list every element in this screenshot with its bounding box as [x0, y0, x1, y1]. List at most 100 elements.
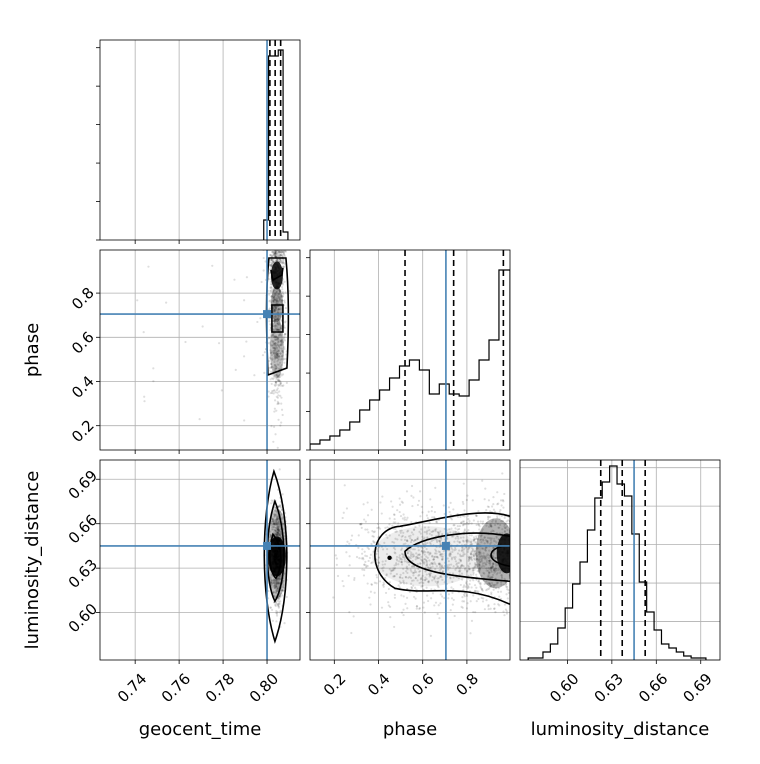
- sample-point: [283, 301, 286, 304]
- sample-point: [273, 368, 276, 371]
- sample-point: [271, 258, 274, 261]
- sample-point: [272, 287, 275, 290]
- sample-point: [275, 282, 278, 285]
- sample-point: [499, 509, 502, 512]
- sample-point: [277, 586, 280, 589]
- sample-point: [272, 580, 275, 583]
- sample-point: [277, 558, 281, 561]
- sample-point: [277, 518, 280, 521]
- sample-point: [486, 553, 489, 556]
- sample-point: [363, 550, 366, 553]
- sample-point: [423, 558, 426, 561]
- sample-point: [469, 579, 472, 582]
- sample-point: [276, 250, 279, 253]
- sample-point: [275, 523, 278, 527]
- sample-point: [399, 557, 402, 560]
- sample-point: [273, 570, 276, 573]
- sample-point: [486, 582, 489, 585]
- sample-point: [461, 564, 464, 567]
- sample-point: [273, 542, 276, 545]
- sample-point: [410, 551, 413, 554]
- sample-point: [399, 558, 402, 561]
- sample-point: [283, 531, 286, 534]
- sample-point: [143, 395, 146, 398]
- sample-point: [465, 594, 469, 597]
- sample-point: [274, 509, 277, 512]
- sample-point: [273, 538, 276, 541]
- sample-point: [277, 528, 280, 531]
- sample-point: [442, 550, 445, 553]
- sample-point: [422, 581, 425, 585]
- sample-point: [497, 556, 501, 559]
- sample-point: [273, 549, 276, 552]
- sample-point: [490, 525, 493, 528]
- contour-line: [404, 532, 510, 583]
- sample-point: [281, 522, 284, 525]
- sample-point: [437, 562, 440, 565]
- sample-point: [280, 341, 283, 345]
- sample-point: [280, 253, 283, 256]
- sample-point: [276, 488, 280, 491]
- sample-point: [270, 344, 273, 347]
- sample-point: [501, 499, 505, 502]
- sample-point: [400, 594, 403, 597]
- sample-point: [279, 270, 282, 273]
- sample-point: [280, 347, 283, 350]
- sample-point: [279, 577, 282, 580]
- sample-point: [272, 334, 276, 337]
- sample-point: [480, 534, 483, 537]
- sample-point: [275, 519, 278, 522]
- sample-point: [375, 582, 378, 585]
- sample-point: [505, 525, 508, 528]
- sample-point: [495, 535, 498, 538]
- sample-point: [466, 570, 469, 573]
- sample-point: [427, 551, 430, 554]
- sample-point: [278, 268, 281, 271]
- sample-point: [491, 576, 494, 579]
- sample-point: [280, 354, 283, 358]
- sample-point: [427, 573, 431, 576]
- sample-point: [267, 390, 270, 393]
- sample-point: [272, 310, 275, 314]
- sample-point: [488, 559, 492, 562]
- sample-point: [392, 575, 395, 578]
- sample-point: [398, 497, 401, 500]
- sample-point: [275, 585, 278, 588]
- sample-point: [274, 342, 277, 345]
- sample-point: [276, 566, 280, 569]
- sample-point: [481, 522, 484, 525]
- sample-point: [487, 499, 491, 502]
- sample-point: [435, 555, 438, 558]
- sample-point: [274, 391, 277, 394]
- sample-point: [270, 264, 273, 268]
- sample-point: [495, 541, 498, 544]
- sample-point: [391, 540, 394, 544]
- sample-point: [450, 546, 453, 550]
- sample-point: [274, 531, 277, 534]
- sample-point: [481, 600, 485, 603]
- sample-point: [220, 389, 223, 392]
- sample-point: [490, 593, 493, 596]
- sample-point: [275, 409, 278, 412]
- sample-point: [275, 516, 279, 519]
- sample-point: [429, 543, 432, 546]
- sample-point: [269, 341, 272, 344]
- sample-point: [475, 563, 478, 567]
- sample-point: [276, 400, 279, 403]
- sample-point: [253, 374, 256, 377]
- sample-point: [274, 351, 277, 354]
- sample-point: [275, 389, 278, 392]
- sample-point: [274, 532, 277, 535]
- sample-point: [273, 309, 276, 312]
- sample-point: [449, 609, 452, 612]
- sample-point: [272, 523, 276, 526]
- sample-point: [450, 556, 454, 559]
- sample-point: [398, 510, 401, 514]
- sample-point: [278, 595, 281, 598]
- sample-point: [270, 552, 273, 556]
- sample-point: [429, 567, 432, 570]
- sample-point: [259, 317, 262, 320]
- sample-point: [467, 574, 470, 577]
- sample-point: [367, 559, 370, 563]
- sample-point: [502, 571, 505, 574]
